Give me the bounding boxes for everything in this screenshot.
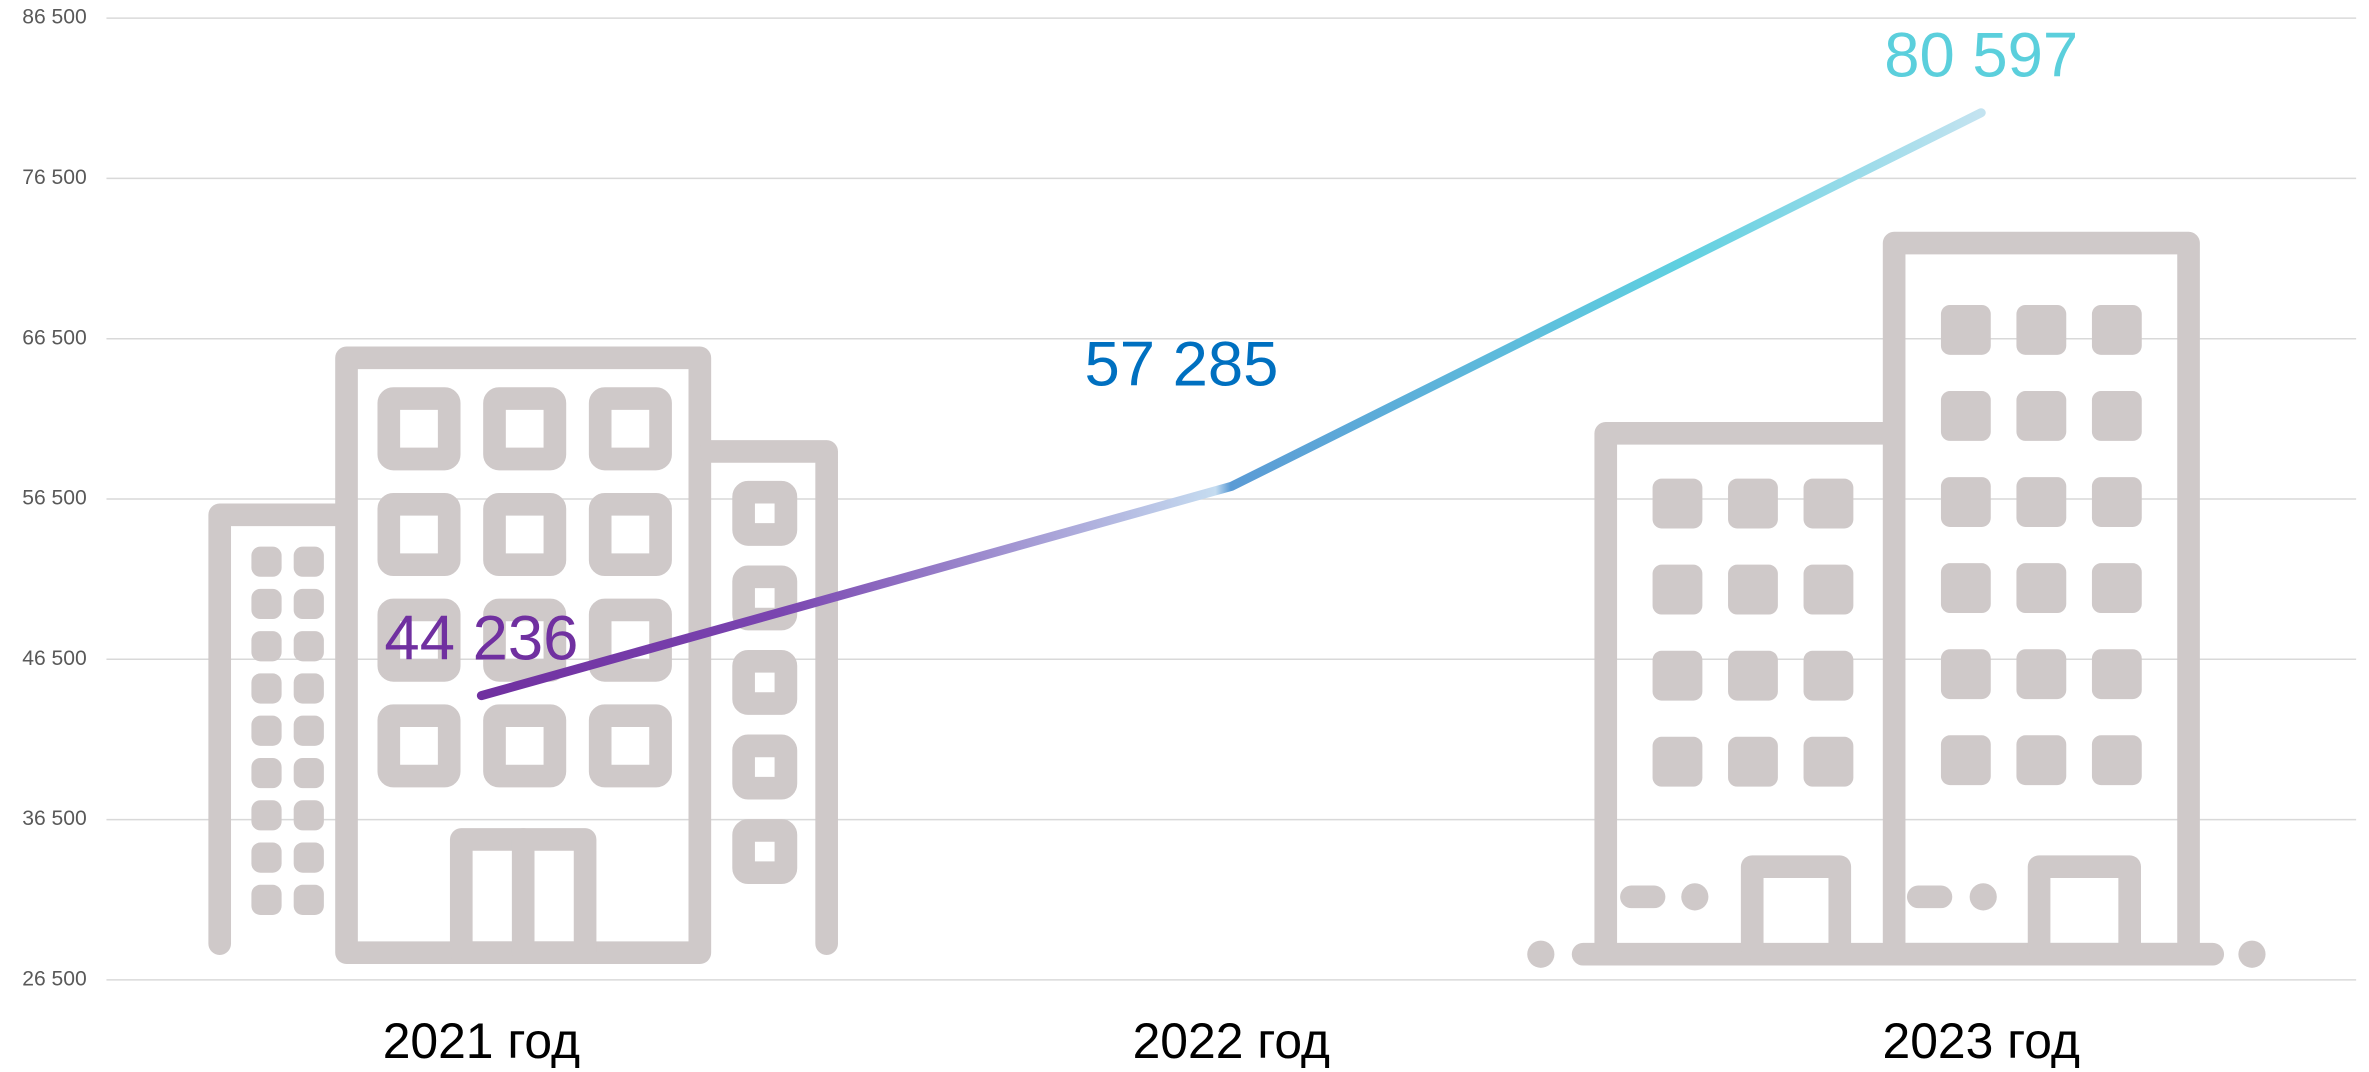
- window: [2016, 477, 2067, 527]
- window: [732, 649, 798, 715]
- y-tick-label: 66 500: [22, 326, 87, 349]
- window: [1803, 650, 1854, 701]
- window: [377, 598, 461, 682]
- window: [1652, 564, 1703, 615]
- window: [293, 800, 324, 831]
- window: [2091, 735, 2142, 786]
- window: [251, 842, 282, 873]
- building: [699, 440, 838, 955]
- window: [1652, 736, 1703, 787]
- window: [588, 598, 672, 682]
- window: [1940, 391, 1991, 441]
- y-tick-label: 76 500: [22, 166, 87, 189]
- grid: 26 500 36 500 46 500 56 500 66 500 76 500 86 5…: [22, 6, 2357, 990]
- window: [293, 588, 324, 620]
- building-door: [2027, 855, 2141, 960]
- window: [1940, 735, 1991, 786]
- window: [251, 673, 282, 704]
- window: [1940, 563, 1991, 614]
- window: [251, 715, 282, 746]
- window: [1803, 736, 1854, 787]
- window: [483, 704, 567, 788]
- window: [1728, 564, 1778, 615]
- window: [1940, 477, 1991, 527]
- y-tick-label: 26 500: [22, 967, 87, 990]
- window: [588, 387, 672, 471]
- window: [2016, 304, 2067, 355]
- window: [588, 492, 672, 577]
- y-tick-label: 46 500: [22, 647, 87, 670]
- building-door: [1740, 855, 1852, 960]
- window: [1728, 478, 1778, 529]
- bench-dot: [1969, 883, 1997, 911]
- ground-dot: [1527, 940, 1555, 968]
- window: [251, 631, 282, 662]
- window: [1728, 650, 1778, 701]
- buildings: [208, 231, 2266, 968]
- ground-dot: [2238, 940, 2266, 968]
- x-tick-label: 2021 год: [383, 1013, 580, 1069]
- value-label: 57 285: [1085, 329, 1279, 399]
- y-tick-label: 36 500: [22, 807, 87, 830]
- window: [483, 492, 567, 577]
- window: [483, 387, 567, 471]
- window: [293, 673, 324, 704]
- window: [2091, 304, 2142, 355]
- window: [251, 757, 282, 789]
- window: [293, 884, 324, 915]
- window: [732, 734, 798, 800]
- window: [2016, 735, 2067, 786]
- window: [2091, 649, 2142, 700]
- window: [1652, 478, 1703, 529]
- building: [208, 503, 352, 955]
- window: [251, 588, 282, 620]
- building: [1594, 422, 1900, 955]
- window: [588, 704, 672, 788]
- window: [251, 800, 282, 831]
- window: [2016, 563, 2067, 614]
- window: [1803, 478, 1854, 529]
- window: [293, 757, 324, 789]
- x-tick-label: 2023 год: [1882, 1013, 2079, 1069]
- window: [2091, 477, 2142, 527]
- y-tick-label: 56 500: [22, 487, 87, 510]
- window: [732, 480, 798, 546]
- window: [2016, 391, 2067, 441]
- window: [732, 819, 798, 885]
- window: [293, 842, 324, 873]
- window: [293, 715, 324, 746]
- window: [1940, 649, 1991, 700]
- x-tick-label: 2022 год: [1133, 1013, 1330, 1069]
- window: [377, 387, 461, 471]
- window: [251, 546, 282, 577]
- window: [1652, 650, 1703, 701]
- value-label: 44 236: [384, 604, 578, 674]
- plot: 2021 год 44 236 2022 год 57 285 2023 год 80 5…: [383, 21, 2080, 1069]
- window: [377, 492, 461, 577]
- value-label: 80 597: [1884, 21, 2078, 91]
- window: [483, 598, 567, 682]
- window: [293, 631, 324, 662]
- window: [1728, 736, 1778, 787]
- line: [476, 108, 1986, 701]
- window: [251, 884, 282, 915]
- y-tick-label: 86 500: [22, 6, 87, 29]
- bench-dot: [1681, 883, 1709, 911]
- window: [2091, 563, 2142, 614]
- window: [2091, 391, 2142, 441]
- window: [1803, 564, 1854, 615]
- window: [293, 546, 324, 577]
- window: [2016, 649, 2067, 700]
- window: [377, 704, 461, 788]
- window: [1940, 304, 1991, 355]
